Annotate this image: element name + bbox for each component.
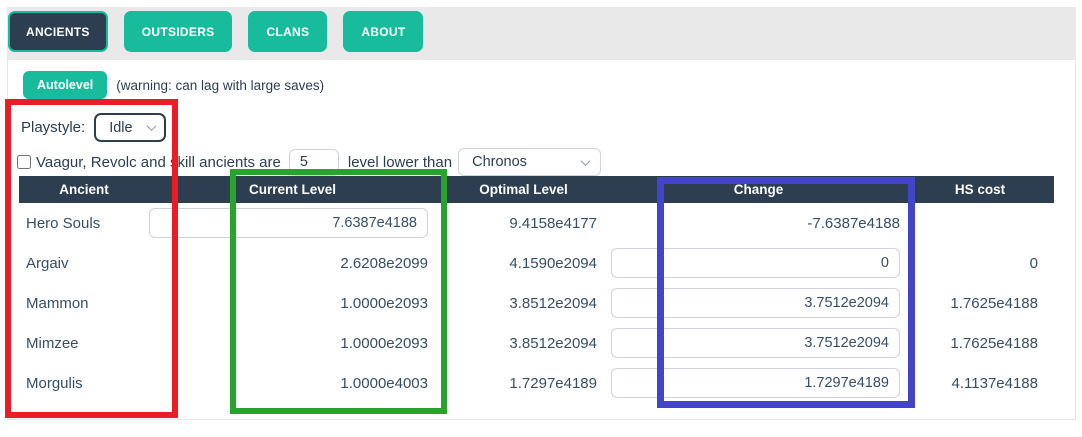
- change-input[interactable]: [611, 328, 900, 358]
- optimal-level-value: 3.8512e2094: [509, 294, 597, 312]
- reference-ancient-selected-value: Chronos: [472, 154, 527, 170]
- levels-lower-input[interactable]: [288, 148, 339, 176]
- current-level-value: 1.0000e2093: [340, 334, 428, 352]
- playstyle-select[interactable]: Idle: [94, 113, 167, 142]
- ancient-name: Morgulis: [26, 374, 83, 392]
- change-input[interactable]: [611, 248, 900, 278]
- playstyle-row: Playstyle: Idle: [21, 113, 167, 142]
- change-input[interactable]: [611, 288, 900, 318]
- optimal-level-value: 3.8512e2094: [509, 334, 597, 352]
- autolevel-warning-text: (warning: can lag with large saves): [116, 77, 325, 93]
- levels-lower-suffix-label: level lower than: [347, 153, 453, 171]
- optimal-level-value: 4.1590e2094: [509, 254, 597, 272]
- current-level-value: 1.0000e4003: [340, 374, 428, 392]
- tab-about[interactable]: ABOUT: [343, 11, 424, 52]
- header-ancient: Ancient: [59, 182, 109, 197]
- header-hs-cost: HS cost: [954, 182, 1006, 197]
- table-row-mimzee: Mimzee 1.0000e2093 3.8512e2094 1.7625e41…: [19, 323, 1054, 363]
- ancients-table: Ancient Current Level Optimal Level Chan…: [19, 176, 1054, 403]
- playstyle-label: Playstyle:: [21, 119, 86, 136]
- tab-bar: ANCIENTS OUTSIDERS CLANS ABOUT: [7, 7, 1076, 60]
- table-header-row: Ancient Current Level Optimal Level Chan…: [19, 176, 1054, 203]
- hs-cost-value: 4.1137e4188: [951, 374, 1038, 392]
- header-optimal-level: Optimal Level: [479, 182, 568, 197]
- tab-ancients[interactable]: ANCIENTS: [8, 11, 108, 52]
- ancient-name: Hero Souls: [26, 214, 101, 232]
- change-value: -7.6387e4188: [807, 214, 900, 232]
- header-current-level: Current Level: [248, 182, 337, 197]
- table-row-morgulis: Morgulis 1.0000e4003 1.7297e4189 4.1137e…: [19, 363, 1054, 403]
- current-level-value: 2.6208e2099: [340, 254, 428, 272]
- ancient-name: Argaiv: [26, 254, 69, 272]
- autolevel-button[interactable]: Autolevel: [23, 71, 108, 99]
- ancients-tab-panel: Autolevel (warning: can lag with large s…: [7, 60, 1076, 420]
- skill-ancients-row: Vaagur, Revolc and skill ancients are le…: [17, 148, 602, 176]
- reference-ancient-select[interactable]: Chronos: [458, 148, 602, 176]
- playstyle-selected-value: Idle: [109, 119, 133, 136]
- skill-ancients-checkbox[interactable]: [17, 155, 31, 169]
- header-change: Change: [733, 182, 784, 197]
- ancient-name: Mimzee: [26, 334, 79, 352]
- optimal-level-value: 9.4158e4177: [509, 214, 597, 232]
- hs-cost-value: 1.7625e4188: [950, 294, 1038, 312]
- change-input[interactable]: [611, 368, 900, 398]
- autolevel-row: Autolevel (warning: can lag with large s…: [23, 71, 324, 99]
- hs-cost-value: 0: [1029, 254, 1038, 272]
- hs-cost-value: 1.7625e4188: [950, 334, 1038, 352]
- tab-clans[interactable]: CLANS: [248, 11, 328, 52]
- optimal-level-value: 1.7297e4189: [509, 374, 597, 392]
- chevron-down-icon: [580, 155, 591, 166]
- tab-outsiders[interactable]: OUTSIDERS: [123, 11, 233, 52]
- current-level-value: 1.0000e2093: [340, 294, 428, 312]
- current-level-input[interactable]: [149, 208, 428, 238]
- ancient-name: Mammon: [26, 294, 89, 312]
- chevron-down-icon: [146, 121, 157, 132]
- table-row-argaiv: Argaiv 2.6208e2099 4.1590e2094 0: [19, 243, 1054, 283]
- skill-ancients-label: Vaagur, Revolc and skill ancients are: [36, 153, 281, 171]
- table-row-mammon: Mammon 1.0000e2093 3.8512e2094 1.7625e41…: [19, 283, 1054, 323]
- table-row-hero-souls: Hero Souls 9.4158e4177 -7.6387e4188: [19, 203, 1054, 243]
